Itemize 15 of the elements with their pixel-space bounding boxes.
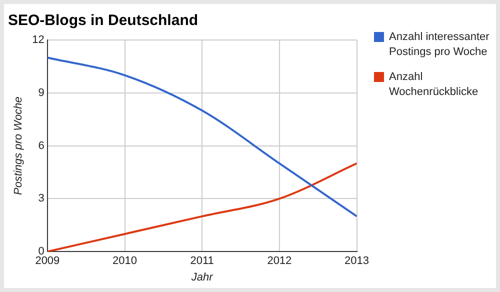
line-series	[47, 56, 357, 218]
x-tick-label: 2012	[267, 255, 292, 268]
legend-label: Anzahl interessanter Postings pro Woche	[389, 30, 490, 60]
x-tick-label: 2013	[344, 255, 370, 268]
y-tick-label: 12	[32, 34, 44, 46]
x-tick-label: 2011	[190, 255, 214, 268]
legend-label: Anzahl Wochenrückblicke	[389, 70, 480, 100]
y-tick-label: 3	[38, 192, 44, 205]
chart-title: SEO-Blogs in Deutschland	[8, 12, 198, 30]
x-axis-title: Jahr	[190, 271, 214, 284]
x-tick-label: 2009	[35, 255, 60, 268]
y-tick-label: 9	[38, 86, 44, 99]
y-axis-title: Postings pro Woche	[12, 96, 25, 196]
y-tick-label: 6	[38, 140, 44, 152]
x-tick-label: 2010	[112, 255, 138, 268]
